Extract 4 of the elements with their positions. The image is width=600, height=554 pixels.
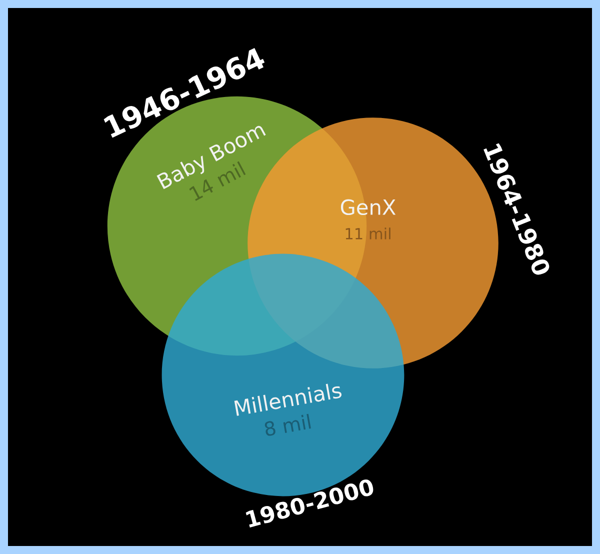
category-label: Millennials	[234, 382, 342, 416]
category-label: GenX	[340, 199, 396, 216]
data-label: 11 mil	[346, 228, 390, 240]
data-label: 8 mil	[264, 414, 311, 437]
